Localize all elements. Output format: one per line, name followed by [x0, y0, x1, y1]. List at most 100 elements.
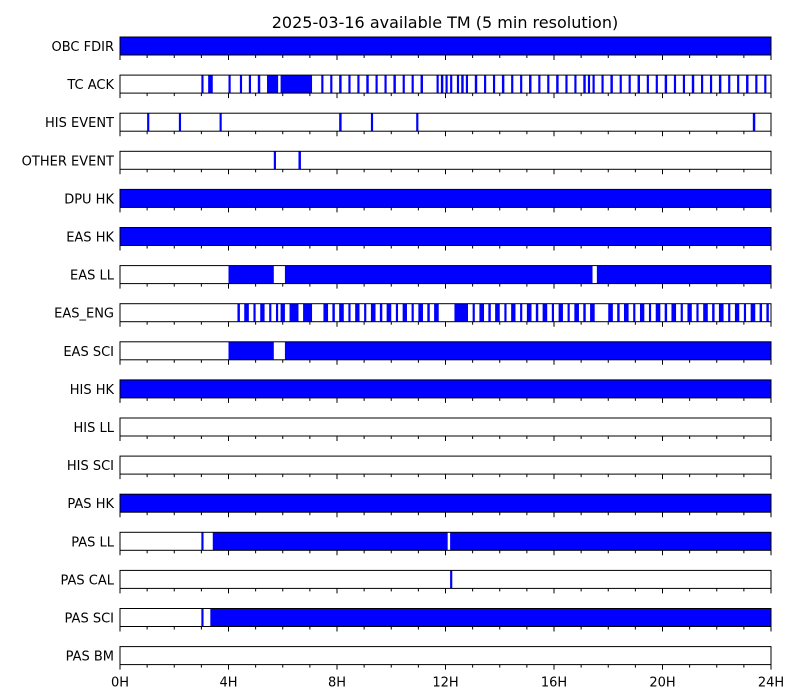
- availability-segment: [201, 532, 204, 551]
- availability-segment: [737, 75, 740, 94]
- timeline-row: PAS SCI: [65, 608, 772, 632]
- availability-segment: [520, 75, 523, 94]
- availability-segment: [691, 75, 695, 94]
- availability-segment: [244, 303, 249, 322]
- availability-segment: [212, 532, 448, 551]
- availability-segment: [484, 75, 487, 94]
- availability-segment: [364, 303, 367, 322]
- availability-segment: [375, 75, 378, 94]
- availability-segment: [434, 303, 439, 322]
- availability-segment: [332, 303, 335, 322]
- availability-segment: [628, 75, 631, 94]
- x-tick-label: 4H: [219, 676, 237, 691]
- availability-segment: [411, 303, 414, 322]
- availability-segment: [450, 75, 453, 94]
- availability-segment: [384, 75, 387, 94]
- availability-segment: [239, 75, 243, 94]
- availability-segment: [120, 494, 771, 513]
- availability-segment: [764, 75, 767, 94]
- row-label: PAS BM: [66, 650, 114, 665]
- availability-segment: [178, 113, 182, 132]
- timeline-row: TC ACK: [66, 74, 772, 99]
- availability-segment: [687, 303, 692, 322]
- availability-segment: [703, 303, 708, 322]
- availability-segment: [558, 303, 563, 322]
- availability-segment: [655, 303, 661, 322]
- availability-segment: [208, 75, 213, 94]
- availability-segment: [520, 303, 523, 322]
- availability-segment: [671, 303, 677, 322]
- availability-segment: [755, 75, 758, 94]
- x-tick-label: 16H: [541, 676, 567, 691]
- availability-segment: [601, 75, 604, 94]
- timeline-row: EAS HK: [66, 227, 772, 251]
- availability-segment: [648, 303, 652, 322]
- row-frame: [119, 646, 772, 666]
- availability-segment: [637, 75, 640, 94]
- timeline-row: HIS LL: [74, 417, 772, 441]
- availability-segment: [718, 75, 722, 94]
- availability-segment: [339, 113, 342, 132]
- availability-segment: [416, 113, 419, 132]
- availability-segment: [574, 75, 577, 94]
- availability-segment: [440, 75, 444, 94]
- x-tick-label: 8H: [328, 676, 346, 691]
- availability-segment: [147, 113, 150, 132]
- availability-segment: [680, 303, 683, 322]
- availability-segment: [709, 75, 713, 94]
- availability-segment: [664, 303, 668, 322]
- x-tick-label: 0H: [111, 676, 129, 691]
- availability-segment: [248, 75, 252, 94]
- availability-segment: [608, 303, 613, 322]
- availability-segment: [201, 608, 204, 627]
- availability-segment: [529, 75, 532, 94]
- row-label: DPU HK: [64, 192, 114, 207]
- availability-segment: [339, 75, 342, 94]
- availability-segment: [418, 303, 423, 322]
- availability-segment: [766, 303, 769, 322]
- availability-segment: [366, 75, 369, 94]
- availability-segment: [120, 227, 771, 246]
- availability-segment: [565, 75, 568, 94]
- availability-segment: [450, 532, 771, 551]
- availability-segment: [551, 303, 554, 322]
- availability-segment: [298, 151, 301, 170]
- availability-segment: [592, 75, 595, 94]
- availability-segment: [348, 75, 351, 94]
- availability-segment: [355, 303, 360, 322]
- availability-segment: [219, 113, 222, 132]
- row-frame: [119, 150, 772, 170]
- availability-segment: [454, 303, 469, 322]
- availability-segment: [633, 303, 636, 322]
- row-label: OBC FDIR: [52, 40, 115, 55]
- availability-segment: [427, 303, 430, 322]
- availability-segment: [201, 75, 204, 94]
- row-label: HIS LL: [74, 421, 115, 436]
- chart-rows: OBC FDIR TC ACK HIS EVENT OTHER EVENT DPU HK…: [22, 36, 772, 670]
- availability-segment: [610, 75, 613, 94]
- availability-segment: [492, 75, 496, 94]
- availability-segment: [402, 75, 405, 94]
- availability-segment: [228, 75, 231, 94]
- availability-segment: [273, 151, 276, 170]
- availability-segment: [701, 75, 704, 94]
- timeline-row: EAS SCI: [63, 341, 772, 365]
- row-label: EAS HK: [66, 231, 114, 246]
- row-frame: [119, 112, 772, 132]
- timeline-row: PAS CAL: [61, 569, 772, 594]
- x-axis: 0H 4H 8H 12H 16H 20H 24H: [111, 676, 784, 691]
- availability-segment: [590, 303, 595, 322]
- availability-segment: [284, 341, 771, 360]
- availability-segment: [323, 303, 329, 322]
- availability-segment: [583, 75, 586, 94]
- row-label: HIS HK: [70, 383, 115, 398]
- availability-segment: [420, 75, 423, 94]
- row-label: PAS HK: [67, 497, 114, 512]
- availability-segment: [474, 75, 478, 94]
- availability-segment: [120, 189, 771, 208]
- availability-segment: [511, 75, 514, 94]
- availability-segment: [673, 75, 677, 94]
- availability-segment: [501, 75, 505, 94]
- timeline-row: EAS_ENG: [54, 303, 772, 327]
